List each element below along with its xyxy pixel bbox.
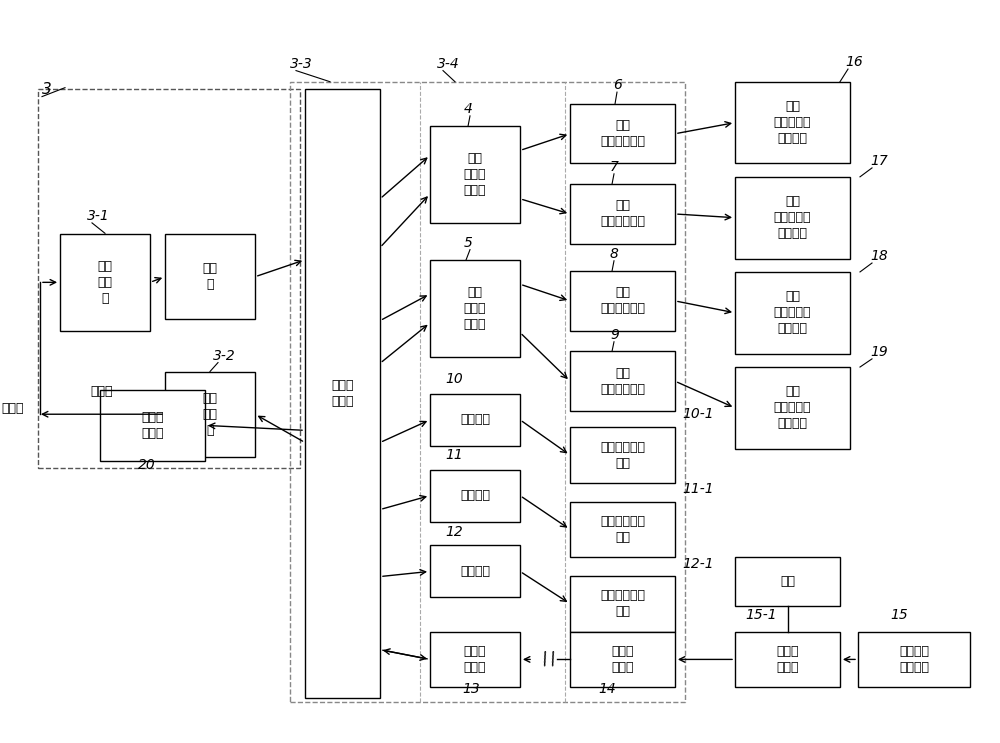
- Text: 按键: 按键: [780, 575, 795, 588]
- Text: 第一
带有联轴器
的全向轮: 第一 带有联轴器 的全向轮: [774, 100, 811, 145]
- Text: 10-1: 10-1: [682, 407, 714, 421]
- Bar: [430, 470, 520, 522]
- Text: 14: 14: [598, 682, 616, 696]
- Text: 第三舵机: 第三舵机: [460, 565, 490, 578]
- Bar: [735, 632, 840, 687]
- Bar: [570, 632, 675, 687]
- Text: 液晶显
示模块: 液晶显 示模块: [141, 411, 164, 440]
- Bar: [60, 234, 150, 331]
- Text: 15-1: 15-1: [745, 608, 777, 622]
- Bar: [735, 272, 850, 354]
- Text: 20: 20: [138, 458, 156, 472]
- Text: 10: 10: [445, 372, 463, 386]
- Bar: [165, 234, 255, 319]
- Bar: [430, 260, 520, 357]
- Text: 红外
发射
管: 红外 发射 管: [203, 392, 218, 437]
- Text: 第二自由度机
械手: 第二自由度机 械手: [600, 515, 645, 544]
- Text: 一号微
处理器: 一号微 处理器: [331, 379, 354, 409]
- Text: 红外
传感
器: 红外 传感 器: [98, 260, 112, 305]
- Text: 3-4: 3-4: [437, 56, 460, 71]
- Text: 第二舵机: 第二舵机: [460, 489, 490, 502]
- Text: 5: 5: [464, 236, 473, 250]
- Bar: [165, 372, 255, 457]
- Bar: [570, 502, 675, 557]
- Text: 11: 11: [445, 448, 463, 462]
- Text: 红外光: 红外光: [90, 385, 112, 398]
- Bar: [570, 576, 675, 632]
- Text: 第三自由度机
械手: 第三自由度机 械手: [600, 589, 645, 618]
- Text: 4: 4: [464, 102, 473, 116]
- Text: 17: 17: [870, 154, 888, 168]
- Text: 19: 19: [870, 345, 888, 359]
- Text: 12-1: 12-1: [682, 557, 714, 571]
- Bar: [430, 394, 520, 446]
- Bar: [570, 271, 675, 331]
- Text: 7: 7: [610, 160, 619, 174]
- Text: 第三
带有联轴器
的全向轮: 第三 带有联轴器 的全向轮: [774, 291, 811, 335]
- Text: 第一
电机驱
动模块: 第一 电机驱 动模块: [464, 152, 486, 197]
- Text: 障碍物: 障碍物: [1, 402, 24, 415]
- Text: 3-1: 3-1: [87, 209, 110, 223]
- Text: 二号微
处理器: 二号微 处理器: [776, 645, 799, 674]
- Text: 3: 3: [42, 82, 52, 97]
- Bar: [305, 89, 380, 698]
- Text: 第二
电机驱
动模块: 第二 电机驱 动模块: [464, 286, 486, 331]
- Text: 15: 15: [890, 608, 908, 622]
- Text: 第三
直流减速电机: 第三 直流减速电机: [600, 286, 645, 316]
- Bar: [570, 427, 675, 483]
- Text: 6: 6: [613, 78, 622, 92]
- Bar: [430, 126, 520, 223]
- Text: 无线接
收模块: 无线接 收模块: [464, 645, 486, 674]
- Text: 第四
直流减速电机: 第四 直流减速电机: [600, 366, 645, 396]
- Text: 8: 8: [610, 247, 619, 261]
- Text: 第四
带有联轴器
的全向轮: 第四 带有联轴器 的全向轮: [774, 386, 811, 430]
- Bar: [570, 184, 675, 244]
- Bar: [430, 545, 520, 597]
- Text: 第一舵机: 第一舵机: [460, 413, 490, 426]
- Text: 第一自由度机
械手: 第一自由度机 械手: [600, 441, 645, 470]
- Bar: [290, 82, 685, 702]
- Text: 三轴加速
度传感器: 三轴加速 度传感器: [899, 645, 929, 674]
- Bar: [570, 351, 675, 411]
- Bar: [858, 632, 970, 687]
- Bar: [38, 89, 300, 468]
- Bar: [735, 177, 850, 259]
- Text: 3-3: 3-3: [290, 56, 313, 71]
- Text: 第二
直流减速电机: 第二 直流减速电机: [600, 199, 645, 229]
- Text: 18: 18: [870, 249, 888, 263]
- Text: 16: 16: [845, 55, 863, 69]
- Bar: [735, 82, 850, 163]
- Text: 9: 9: [610, 328, 619, 342]
- Text: 12: 12: [445, 525, 463, 539]
- Bar: [430, 632, 520, 687]
- Bar: [735, 557, 840, 606]
- Text: 13: 13: [462, 682, 480, 696]
- Text: /: /: [548, 650, 558, 669]
- Bar: [735, 367, 850, 449]
- Text: 第一
直流减速电机: 第一 直流减速电机: [600, 119, 645, 149]
- Text: 放大
器: 放大 器: [203, 262, 218, 291]
- Text: 3-2: 3-2: [213, 348, 236, 363]
- Bar: [570, 104, 675, 163]
- Text: 无线发
送模块: 无线发 送模块: [611, 645, 634, 674]
- Text: 第二
带有联轴器
的全向轮: 第二 带有联轴器 的全向轮: [774, 195, 811, 240]
- Text: 11-1: 11-1: [682, 481, 714, 496]
- Text: /: /: [540, 650, 550, 669]
- Bar: [100, 390, 205, 461]
